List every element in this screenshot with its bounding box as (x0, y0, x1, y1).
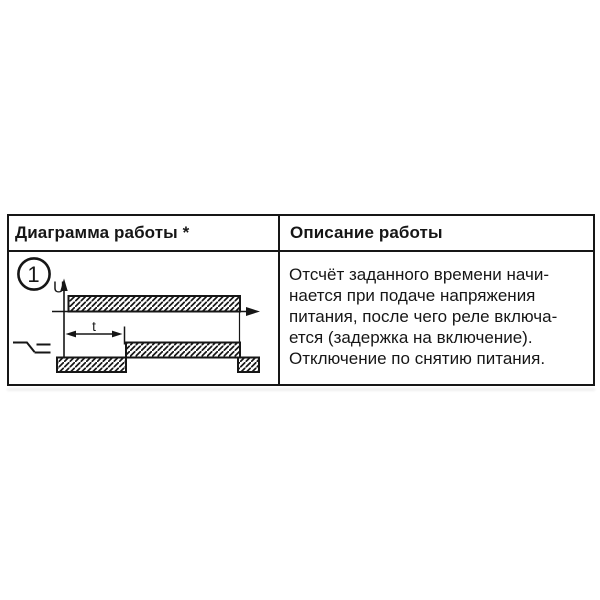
diagram-number-label: 1 (27, 262, 39, 287)
description-line: Отсчёт заданного времени начи- (289, 265, 549, 284)
description-cell: Отсчёт заданного времени начи- нается пр… (280, 252, 593, 384)
relay-high-bar (125, 341, 241, 359)
description-line: Отключение по снятию питания. (289, 349, 546, 368)
description-column-header-label: Описание работы (290, 223, 443, 242)
voltage-axis-label: U (53, 280, 65, 297)
t-dimension: t (65, 319, 126, 345)
left-arrow-icon (65, 330, 76, 338)
operation-table: Диаграмма работы * Описание работы 1 (7, 214, 595, 386)
diagram-column-header-label: Диаграмма работы * (15, 223, 190, 242)
time-interval-label: t (92, 319, 96, 334)
description-line: нается при подаче напряжения (289, 286, 536, 305)
description-column-header: Описание работы (280, 216, 593, 252)
right-arrow-icon (112, 330, 123, 338)
description-line: ется (задержка на включение). (289, 328, 533, 347)
voltage-axis: U (53, 278, 68, 358)
diagram-column-header: Диаграмма работы * (9, 216, 280, 252)
timing-diagram: 1 U (13, 257, 260, 373)
relay-low-bar-after (237, 356, 260, 373)
diagram-number-badge: 1 (17, 257, 51, 291)
up-arrow-icon (60, 278, 68, 291)
u-signal-bar (67, 295, 241, 313)
relay-low-bar-before (56, 356, 127, 373)
relay-contact-icon (13, 341, 51, 354)
right-arrow-icon (246, 307, 260, 316)
scan-artifact-line (7, 388, 595, 391)
description-line: питания, после чего реле включа- (289, 307, 558, 326)
timing-diagram-cell: 1 U (9, 252, 280, 384)
